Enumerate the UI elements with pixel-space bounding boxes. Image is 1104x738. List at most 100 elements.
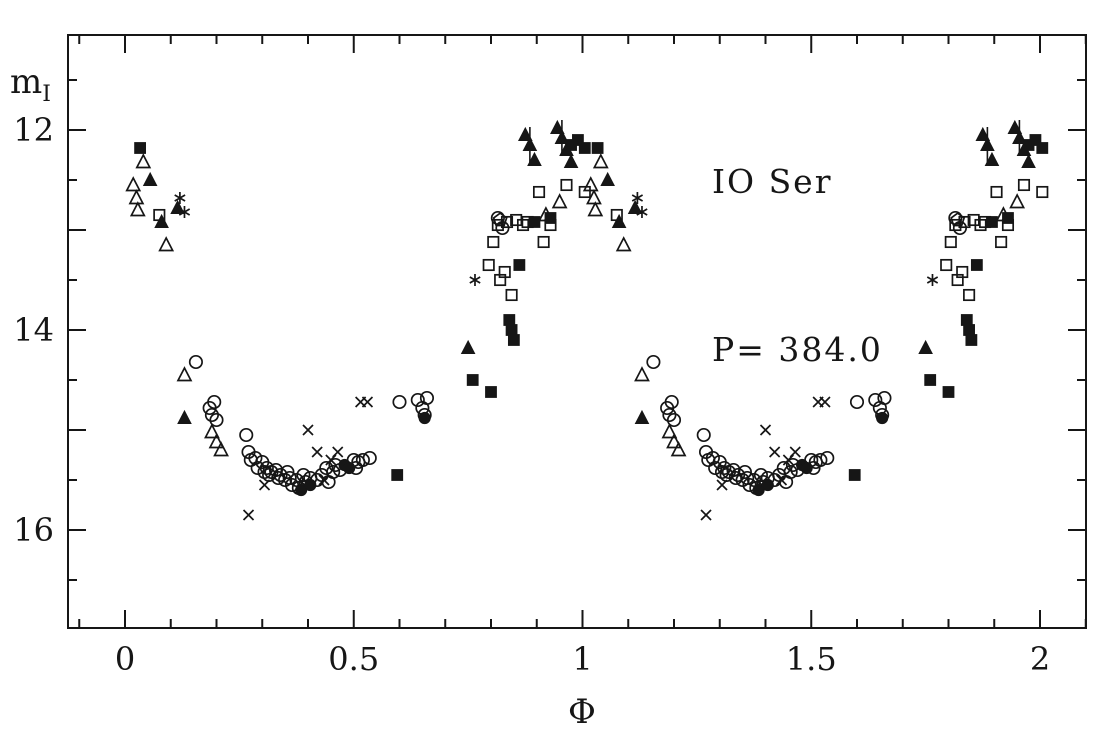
data-point-triangle-open [158,236,175,252]
x-tick-label: 1.5 [786,640,837,678]
data-point-square-open [500,215,514,229]
data-point-cross [759,424,772,436]
data-point-triangle-open [125,176,142,192]
data-point-square-open [958,215,971,229]
data-point-square-filled [965,334,978,346]
data-point-circle-filled [418,411,431,425]
data-point-square-filled [848,469,861,481]
data-point-cross [775,474,788,486]
data-point-square-open [505,288,518,302]
data-point-circle-filled [761,478,774,492]
data-point-cross [361,396,374,408]
data-point-triangle-filled [522,136,538,151]
plot-frame [67,34,1087,629]
data-point-square-filled [544,212,557,224]
data-point-square-filled [963,324,975,336]
data-point-triangle-filled [918,339,933,354]
data-point-triangle-filled [460,339,476,354]
data-point-triangle-filled [975,126,991,141]
y-tick-label: 16 [13,511,54,549]
data-point-cross [242,509,255,521]
x-axis-label: Φ [568,692,596,732]
data-point-triangle-open [615,236,632,252]
data-point-cross [318,474,330,486]
data-point-triangle-open [666,433,682,449]
data-point-circle-open [296,467,311,483]
data-point-square-open [944,235,957,249]
data-point-triangle-filled [554,129,570,144]
data-point-square-filled [528,216,541,228]
data-point-square-open [532,185,546,199]
data-point-asterisk [469,274,481,286]
data-point-square-filled [134,142,146,154]
data-point-triangle-filled [177,409,192,424]
data-point-circle-open [813,452,828,468]
data-point-triangle-filled [517,126,533,141]
data-point-circle-open [664,394,679,410]
data-point-square-filled [924,374,937,386]
data-point-circle-filled [752,483,765,497]
data-point-square-open [990,185,1003,199]
data-point-circle-open [666,412,682,428]
x-tick-label: 0.5 [328,640,379,678]
star-name: IO Ser [712,162,833,201]
data-point-square-open [1017,178,1031,192]
data-point-triangle-filled [634,409,650,424]
data-point-asterisk [631,192,644,204]
data-point-square-filled [466,374,479,386]
data-point-triangle-open [176,366,193,382]
data-point-circle-open [280,464,295,480]
data-point-square-filled [572,134,584,146]
data-point-square-filled [942,386,955,398]
data-point-circle-open [273,467,288,483]
data-point-circle-open [410,392,425,408]
data-point-triangle-open [129,201,146,217]
data-point-triangle-filled [1021,153,1036,168]
data-point-circle-open [820,450,835,466]
data-point-circle-open [705,450,720,466]
data-point-triangle-open [135,153,152,169]
y-axis-label: mI [10,62,51,107]
y-tick-label: 14 [13,311,54,349]
data-point-triangle-open [204,423,220,439]
data-point-circle-open [419,390,434,406]
data-point-pentagon-open [950,212,966,227]
data-point-triangle-open [587,201,604,217]
data-point-circle-open [730,467,746,483]
data-point-triangle-open [551,193,568,209]
data-point-square-filled [578,142,591,154]
data-point-triangle-filled [170,199,185,214]
data-point-cross [302,424,314,436]
data-point-square-open [956,265,969,279]
data-point-triangle-filled [154,213,169,228]
data-point-square-open [560,178,573,192]
data-point-circle-filled [295,483,308,497]
data-point-circle-open [740,470,755,486]
data-point-asterisk [926,274,939,286]
data-point-square-filled [485,386,497,398]
data-point-circle-open [355,452,370,468]
data-point-cross [311,446,323,458]
data-point-triangle-open [670,441,687,457]
data-point-square-open [537,235,550,249]
data-point-circle-filled [800,461,813,475]
data-point-circle-open [696,427,711,443]
data-point-circle-open [209,412,224,428]
data-point-circle-open [207,394,222,410]
data-point-square-open [610,208,623,222]
data-point-circle-open [646,354,661,370]
data-point-triangle-open [661,423,678,439]
data-point-square-filled [513,259,526,271]
data-point-circle-open [392,394,407,410]
y-axis-label-sub: I [42,81,51,107]
data-point-square-filled [970,259,983,271]
data-point-triangle-filled [1007,119,1023,134]
data-point-square-filled [1029,134,1042,146]
data-point-circle-filled [304,478,317,492]
data-point-cross [819,396,831,408]
data-point-square-filled [1036,142,1049,154]
data-point-square-open [1036,185,1049,199]
data-point-triangle-filled [563,153,579,168]
